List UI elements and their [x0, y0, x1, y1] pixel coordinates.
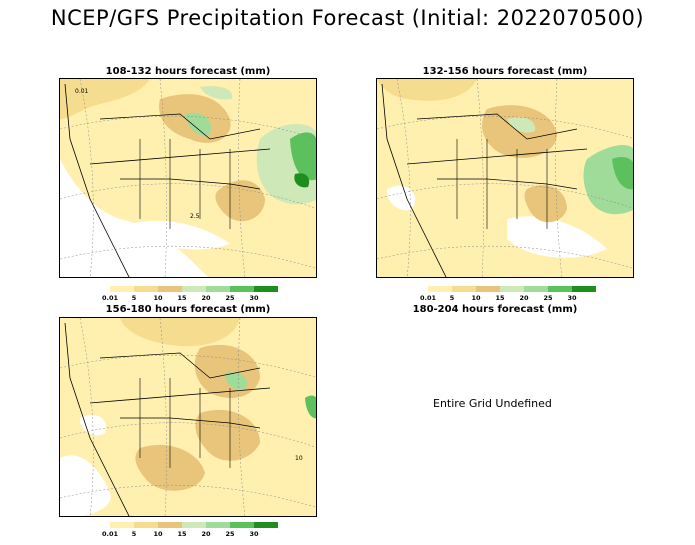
legend-swatch [134, 522, 158, 528]
legend-swatch [572, 286, 596, 292]
panel-2-map [376, 78, 634, 278]
legend-swatch [158, 522, 182, 528]
legend-label: 30 [249, 530, 259, 538]
contour-label: 10 [295, 455, 303, 462]
panel-2-title: 132-156 hours forecast (mm) [422, 66, 588, 77]
panel-3-title: 156-180 hours forecast (mm) [105, 304, 271, 315]
legend-label: 0.01 [101, 294, 119, 302]
panel-4-undefined-message: Entire Grid Undefined [433, 397, 552, 410]
legend-label: 30 [567, 294, 577, 302]
legend-label: 15 [177, 294, 187, 302]
panel-3-legend: 0.01 5 10 15 20 25 30 [58, 522, 318, 544]
panel-1-map [59, 78, 317, 278]
legend-swatch [182, 522, 206, 528]
legend-label: 5 [131, 294, 137, 302]
panel-3-map [59, 317, 317, 517]
legend-swatch [428, 286, 452, 292]
legend-label: 10 [471, 294, 481, 302]
legend-label: 15 [177, 530, 187, 538]
panel-3-map-graphic [60, 318, 316, 516]
legend-swatch [548, 286, 572, 292]
legend-swatch [158, 286, 182, 292]
legend-swatch [230, 286, 254, 292]
panel-2-legend: 0.01 5 10 15 20 25 30 [376, 286, 636, 308]
legend-label: 5 [131, 530, 137, 538]
legend-label: 20 [201, 530, 211, 538]
legend-label: 0.01 [419, 294, 437, 302]
legend-swatch [452, 286, 476, 292]
legend-label: 20 [519, 294, 529, 302]
panel-1-title: 108-132 hours forecast (mm) [105, 66, 271, 77]
legend-swatch [206, 522, 230, 528]
contour-label: 0.01 [75, 88, 89, 95]
legend-label: 10 [153, 294, 163, 302]
legend-swatch [182, 286, 206, 292]
legend-label: 30 [249, 294, 259, 302]
panel-1-map-graphic [60, 79, 316, 277]
legend-swatch [254, 522, 278, 528]
legend-swatch [254, 286, 278, 292]
legend-label: 20 [201, 294, 211, 302]
legend-swatch [206, 286, 230, 292]
panel-2-map-graphic [377, 79, 633, 277]
legend-label: 25 [543, 294, 553, 302]
panel-1-legend: 0.01 5 10 15 20 25 30 [58, 286, 318, 308]
legend-swatch [500, 286, 524, 292]
legend-swatch [134, 286, 158, 292]
legend-label: 0.01 [101, 530, 119, 538]
legend-label: 10 [153, 530, 163, 538]
legend-label: 25 [225, 294, 235, 302]
legend-swatch [110, 522, 134, 528]
legend-swatch [476, 286, 500, 292]
legend-label: 5 [449, 294, 455, 302]
legend-swatch [110, 286, 134, 292]
panel-4-title: 180-204 hours forecast (mm) [412, 304, 578, 315]
legend-label: 25 [225, 530, 235, 538]
main-title: NCEP/GFS Precipitation Forecast (Initial… [50, 6, 645, 30]
legend-swatch [524, 286, 548, 292]
contour-label: 2.5 [190, 213, 200, 220]
legend-label: 15 [495, 294, 505, 302]
legend-swatch [230, 522, 254, 528]
